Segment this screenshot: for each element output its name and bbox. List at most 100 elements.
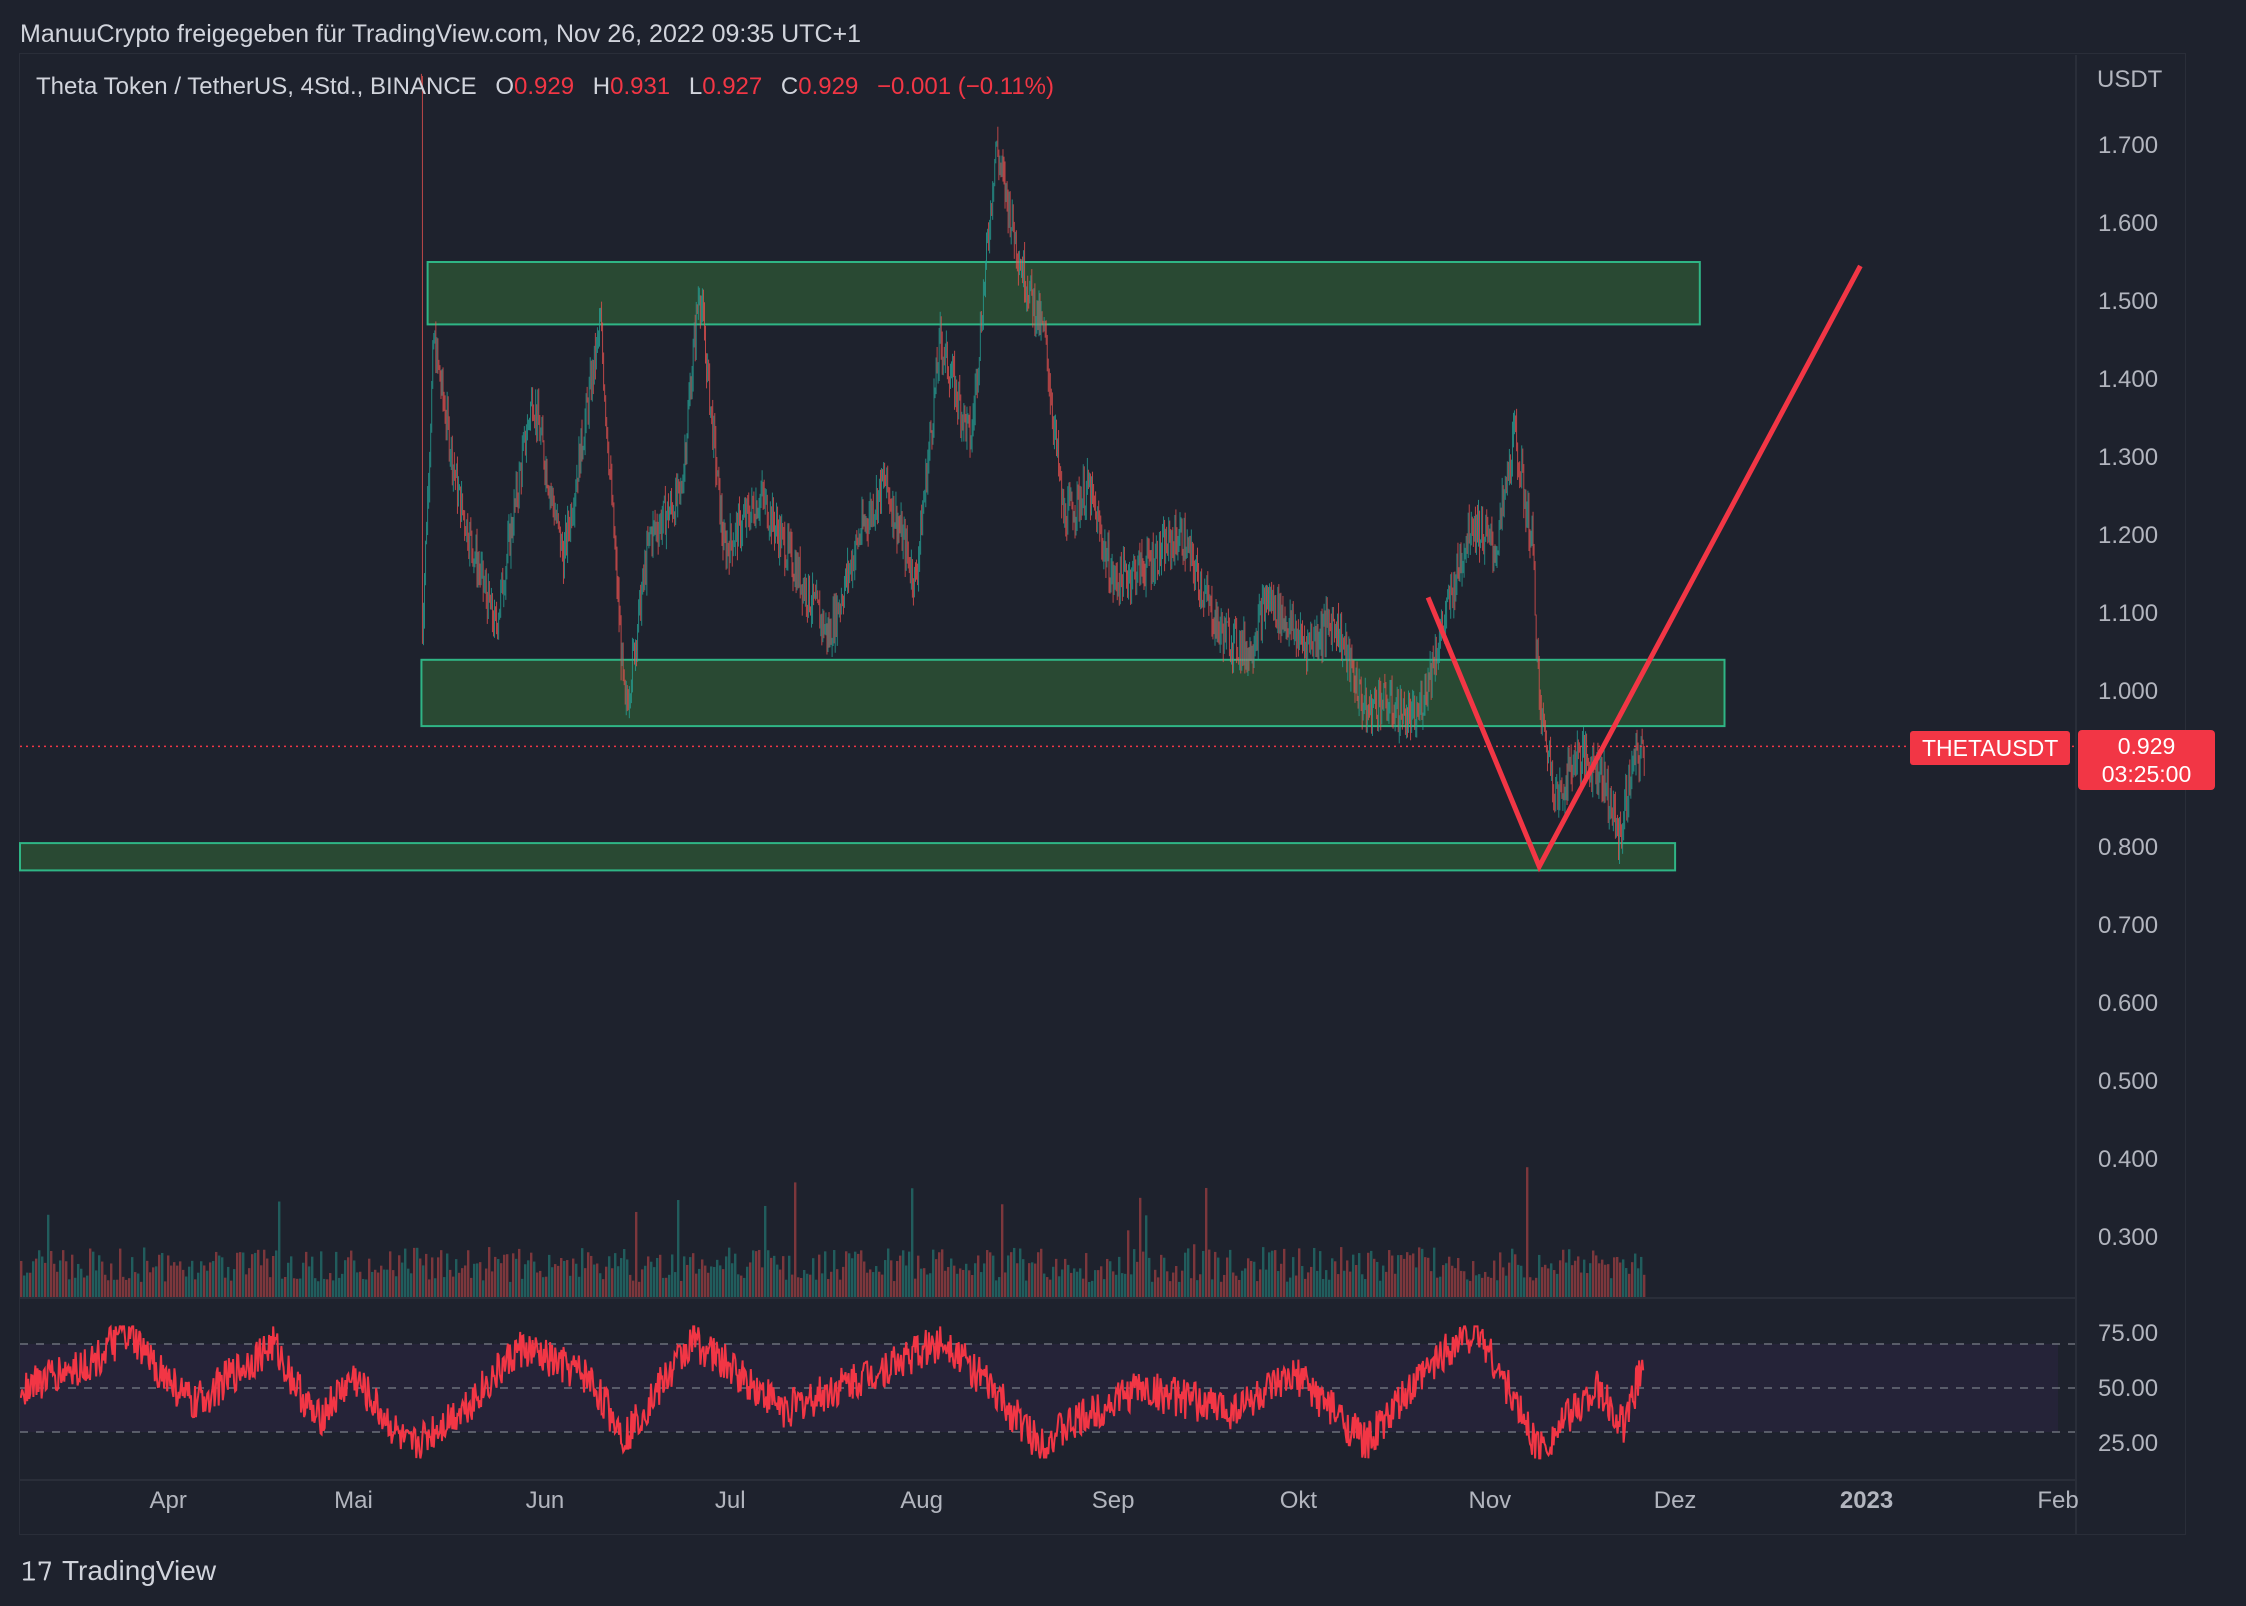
volume-bar <box>482 1280 485 1297</box>
price-tick-label: 0.400 <box>2098 1146 2158 1173</box>
volume-bar <box>1100 1266 1103 1297</box>
volume-bar <box>1529 1277 1532 1297</box>
volume-bar <box>230 1280 233 1297</box>
volume-bar <box>1472 1261 1475 1297</box>
volume-bar <box>161 1252 164 1297</box>
volume-bar <box>1073 1268 1076 1297</box>
volume-bar <box>236 1252 239 1297</box>
volume-bar <box>1484 1271 1487 1297</box>
volume-bar <box>359 1271 362 1297</box>
volume-bar <box>1235 1275 1238 1297</box>
volume-bar <box>1508 1262 1511 1297</box>
volume-bar <box>1487 1276 1490 1297</box>
volume-bar <box>554 1264 557 1297</box>
volume-bar <box>551 1267 554 1297</box>
volume-bar <box>281 1278 284 1297</box>
volume-bar <box>722 1269 725 1297</box>
volume-bar <box>1310 1266 1313 1297</box>
volume-bar <box>53 1263 56 1297</box>
volume-bar <box>1034 1263 1037 1297</box>
volume-bar <box>1535 1277 1538 1297</box>
volume-bar <box>347 1257 350 1297</box>
volume-bar <box>248 1268 251 1297</box>
volume-bar <box>1283 1248 1286 1297</box>
volume-bar <box>302 1262 305 1297</box>
high-value: 0.931 <box>610 73 671 100</box>
time-tick-label: Jun <box>526 1487 565 1514</box>
volume-bar <box>389 1251 392 1297</box>
volume-bar <box>530 1252 533 1297</box>
volume-bar <box>527 1260 530 1297</box>
volume-bar <box>1301 1266 1304 1297</box>
volume-bar <box>752 1250 755 1297</box>
time-tick-label: Nov <box>1468 1487 1511 1514</box>
volume-bar <box>821 1273 824 1297</box>
volume-bar <box>659 1254 662 1297</box>
volume-bar <box>1217 1257 1220 1297</box>
volume-bar <box>254 1252 257 1297</box>
volume-bar <box>29 1272 32 1297</box>
volume-bar <box>1352 1254 1355 1297</box>
volume-bar <box>734 1253 737 1297</box>
volume-bar <box>1307 1272 1310 1297</box>
volume-bar <box>836 1269 839 1297</box>
volume-bar <box>845 1251 848 1297</box>
volume-bar <box>1142 1251 1145 1297</box>
volume-bar <box>74 1277 77 1297</box>
volume-bar <box>896 1261 899 1297</box>
volume-bar <box>1517 1264 1520 1297</box>
volume-bar <box>512 1253 515 1297</box>
volume-bar <box>1025 1280 1028 1297</box>
volume-bar <box>641 1269 644 1297</box>
volume-bar <box>269 1277 272 1297</box>
volume-bar <box>200 1261 203 1297</box>
volume-bar <box>878 1271 881 1297</box>
volume-bar <box>1286 1281 1289 1297</box>
symbol-title[interactable]: Theta Token / TetherUS, 4Std., BINANCE <box>36 73 477 100</box>
price-tick-label: 1.000 <box>2098 678 2158 705</box>
volume-bar <box>824 1251 827 1297</box>
volume-bar <box>1082 1278 1085 1297</box>
volume-bar <box>1478 1274 1481 1297</box>
volume-bar <box>686 1264 689 1297</box>
volume-bar <box>656 1257 659 1297</box>
volume-bar <box>1502 1267 1505 1297</box>
volume-bar <box>542 1277 545 1297</box>
volume-bar <box>1211 1279 1214 1297</box>
volume-bar <box>59 1260 62 1297</box>
volume-bar <box>590 1255 593 1297</box>
volume-bar <box>653 1267 656 1297</box>
volume-bar <box>1427 1257 1430 1297</box>
volume-bar <box>1226 1257 1229 1297</box>
volume-bar <box>1313 1247 1316 1297</box>
volume-bar <box>866 1272 869 1297</box>
volume-bar <box>1457 1257 1460 1297</box>
volume-bar <box>638 1281 641 1297</box>
volume-bar <box>353 1260 356 1297</box>
volume-bar <box>959 1268 962 1297</box>
tradingview-logo[interactable]: 𝟷𝟽 TradingView <box>20 1553 216 1589</box>
volume-bar <box>1574 1260 1577 1297</box>
volume-bar <box>1526 1167 1529 1297</box>
volume-bar <box>263 1249 266 1297</box>
volume-bar <box>1358 1253 1361 1297</box>
volume-bar <box>314 1278 317 1297</box>
volume-bar <box>422 1265 425 1297</box>
volume-bar <box>1139 1197 1142 1297</box>
volume-bar <box>1316 1270 1319 1297</box>
volume-bar <box>701 1259 704 1297</box>
volume-bar <box>1328 1279 1331 1297</box>
volume-bar <box>668 1274 671 1297</box>
time-tick-label: 2023 <box>1840 1487 1893 1514</box>
volume-bar <box>485 1268 488 1297</box>
rsi-tick-label: 25.00 <box>2098 1430 2158 1457</box>
volume-bar <box>983 1263 986 1297</box>
volume-bar <box>95 1270 98 1297</box>
volume-bar <box>938 1252 941 1297</box>
rsi-tick-label: 75.00 <box>2098 1320 2158 1347</box>
volume-bar <box>728 1247 731 1297</box>
volume-bar <box>155 1266 158 1297</box>
volume-bar <box>1343 1270 1346 1297</box>
volume-bar <box>1346 1260 1349 1297</box>
